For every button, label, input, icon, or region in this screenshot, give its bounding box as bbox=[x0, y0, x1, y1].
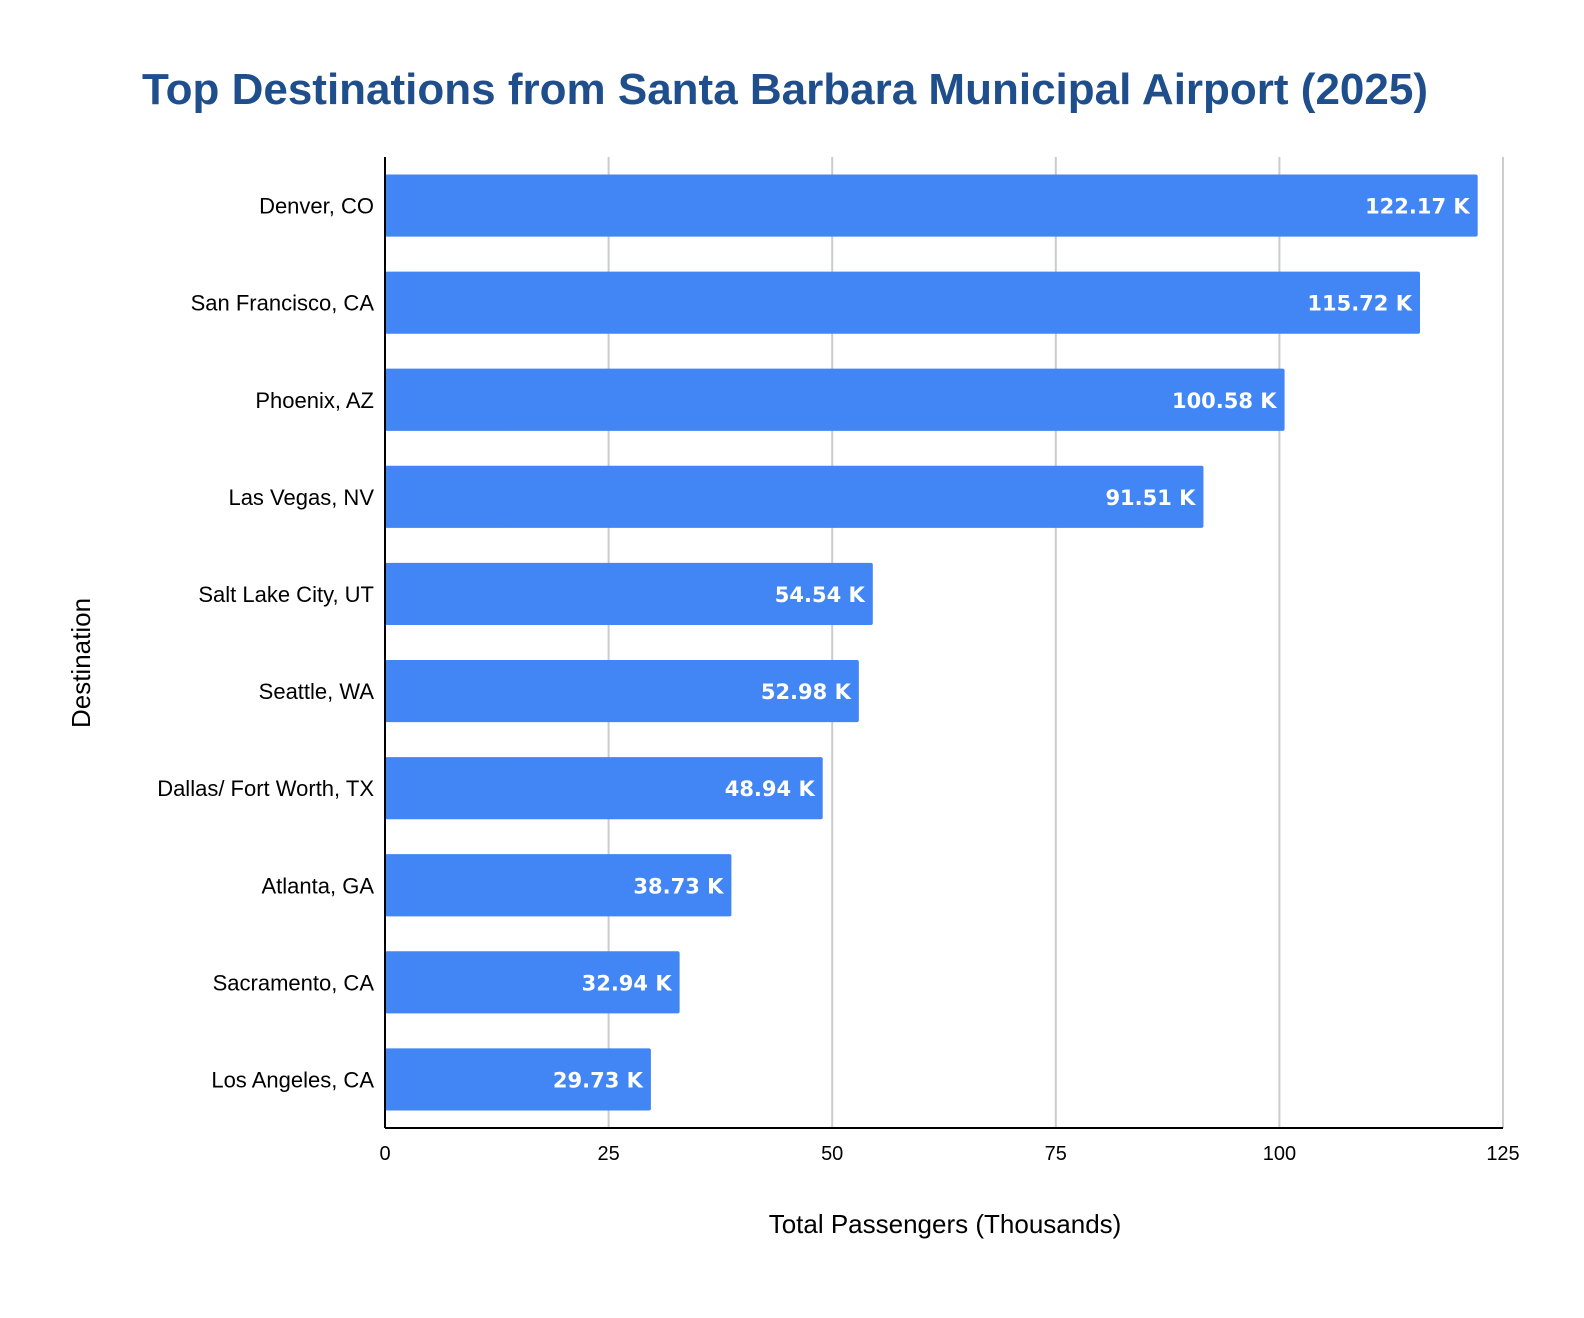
x-tick-label: 50 bbox=[821, 1143, 843, 1165]
x-tick-label: 100 bbox=[1263, 1143, 1296, 1165]
x-tick-label: 125 bbox=[1486, 1143, 1519, 1165]
data-label: 29.73 K bbox=[553, 1068, 644, 1092]
x-axis-title: Total Passengers (Thousands) bbox=[769, 1209, 1122, 1239]
data-label: 48.94 K bbox=[725, 777, 816, 801]
y-axis-title: Destination bbox=[66, 598, 96, 728]
bar bbox=[385, 271, 1420, 334]
data-label: 52.98 K bbox=[761, 680, 852, 704]
chart-title: Top Destinations from Santa Barbara Muni… bbox=[142, 65, 1428, 114]
category-label: Sacramento, CA bbox=[213, 970, 375, 995]
bar bbox=[385, 1048, 651, 1111]
data-labels: 122.17 K 115.72 K 100.58 K 91.51 K 54.54 K 52… bbox=[553, 195, 1471, 1093]
category-label: Los Angeles, CA bbox=[211, 1067, 374, 1092]
category-label: Phoenix, AZ bbox=[255, 388, 374, 413]
data-label: 54.54 K bbox=[775, 583, 866, 607]
bar bbox=[385, 757, 823, 820]
bar bbox=[385, 951, 680, 1014]
x-tick-label: 25 bbox=[597, 1143, 619, 1165]
category-label: Dallas/ Fort Worth, TX bbox=[157, 776, 374, 801]
category-label: Salt Lake City, UT bbox=[198, 582, 374, 607]
bar bbox=[385, 368, 1285, 431]
category-label: Denver, CO bbox=[259, 194, 374, 219]
data-label: 38.73 K bbox=[633, 874, 724, 898]
x-tick-label: 0 bbox=[379, 1143, 390, 1165]
bar bbox=[385, 659, 859, 723]
data-label: 115.72 K bbox=[1307, 292, 1412, 316]
bars bbox=[385, 174, 1478, 1111]
category-label: San Francisco, CA bbox=[191, 291, 375, 316]
bar bbox=[385, 854, 732, 917]
data-label: 32.94 K bbox=[582, 971, 673, 995]
bar bbox=[385, 174, 1478, 237]
category-labels: Denver, CO San Francisco, CA Phoenix, AZ La… bbox=[157, 194, 374, 1093]
bar bbox=[385, 562, 873, 626]
x-tick-label: 75 bbox=[1045, 1143, 1067, 1165]
x-tick-labels: 0 25 50 75 100 125 bbox=[379, 1143, 1519, 1165]
bar bbox=[385, 465, 1204, 528]
category-label: Atlanta, GA bbox=[261, 873, 374, 898]
category-label: Las Vegas, NV bbox=[228, 485, 374, 510]
data-label: 91.51 K bbox=[1105, 486, 1196, 510]
data-label: 122.17 K bbox=[1365, 195, 1470, 219]
data-label: 100.58 K bbox=[1172, 389, 1277, 413]
category-label: Seattle, WA bbox=[259, 679, 375, 704]
